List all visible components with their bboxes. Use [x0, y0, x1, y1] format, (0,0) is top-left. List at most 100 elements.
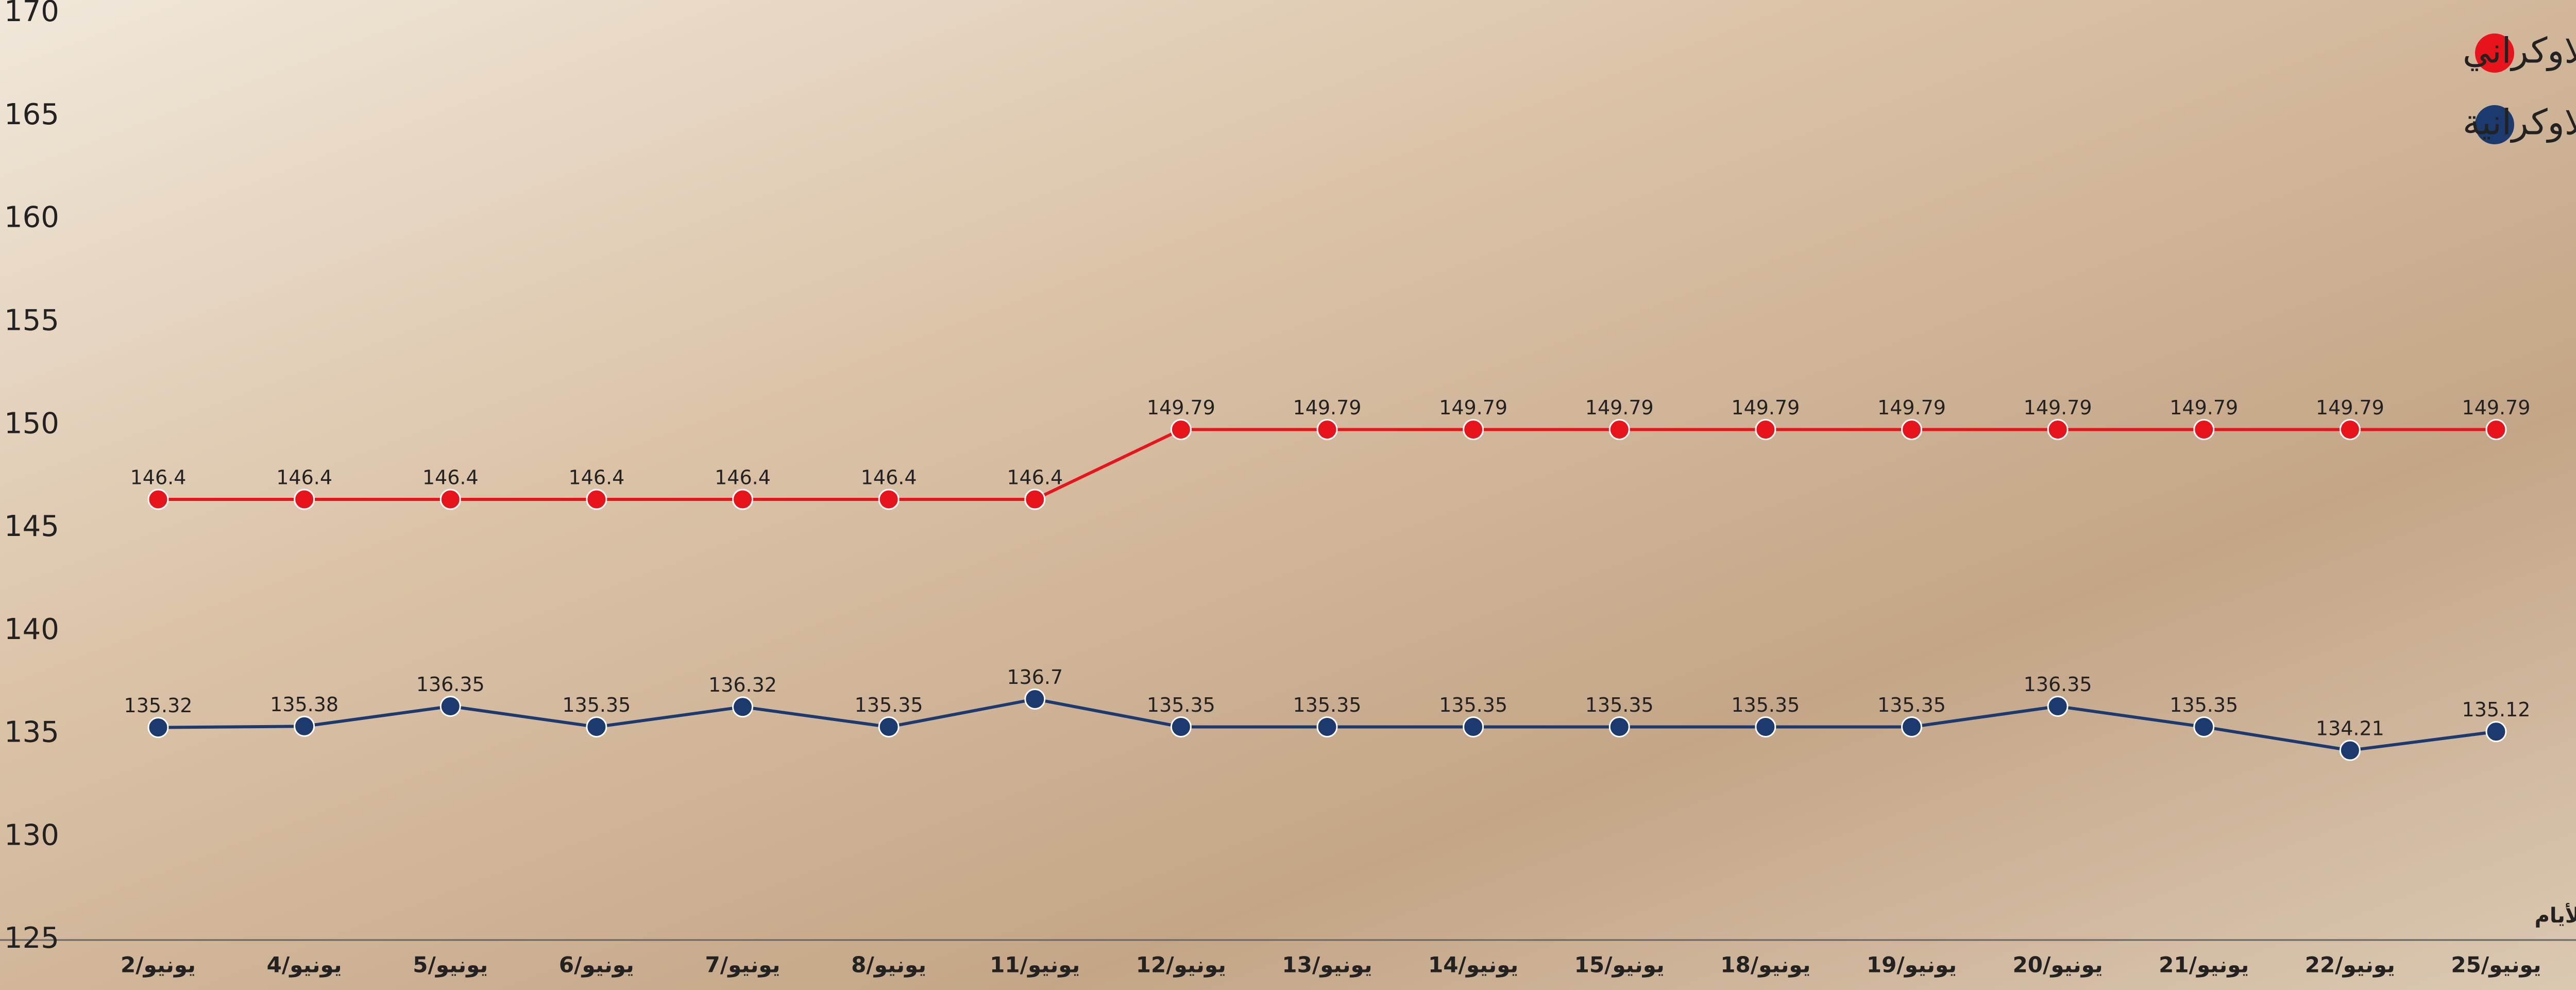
data-label: 135.35	[2170, 694, 2238, 716]
data-label: 136.35	[2024, 673, 2092, 696]
x-tick-label: يونيو/15	[1574, 952, 1665, 978]
data-label: 149.79	[2170, 396, 2238, 419]
data-point	[439, 489, 461, 510]
x-tick-label: يونيو/18	[1720, 952, 1810, 978]
data-point	[2047, 696, 2069, 717]
data-label: 135.35	[1731, 694, 1800, 716]
data-label: 146.4	[276, 466, 332, 489]
x-tick-label: يونيو/2	[121, 952, 196, 978]
x-tick-label: يونيو/20	[2013, 952, 2103, 978]
data-point	[294, 715, 315, 737]
x-tick-label: يونيو/4	[267, 952, 342, 978]
data-label: 135.35	[1293, 694, 1362, 716]
data-point	[1024, 489, 1046, 510]
data-point	[732, 489, 753, 510]
data-point	[878, 489, 900, 510]
data-label: 135.35	[1877, 694, 1946, 716]
data-label: 149.79	[2462, 396, 2531, 419]
data-point	[878, 716, 900, 737]
y-tick-label: 145	[4, 510, 59, 543]
data-point	[1316, 716, 1338, 737]
y-tick-label: 160	[4, 201, 59, 234]
data-point	[1901, 716, 1922, 737]
data-label: 146.4	[715, 466, 771, 489]
data-label: 135.35	[1439, 694, 1507, 716]
data-label: 146.4	[1007, 466, 1063, 489]
data-label: 149.79	[1439, 396, 1507, 419]
x-axis-label: الأيام	[2535, 902, 2576, 928]
data-point	[1316, 419, 1338, 441]
legend-marker	[2475, 33, 2514, 73]
data-label: 146.4	[861, 466, 917, 489]
data-label: 149.79	[2024, 396, 2092, 419]
data-label: 136.32	[708, 674, 777, 696]
data-label: 146.4	[130, 466, 187, 489]
data-label: 135.12	[2462, 698, 2531, 721]
data-point	[1608, 716, 1630, 737]
x-tick-label: يونيو/8	[851, 952, 926, 978]
data-point	[147, 489, 169, 510]
data-point	[1608, 419, 1630, 441]
data-point	[1170, 716, 1192, 737]
data-point	[2485, 419, 2507, 441]
data-label: 149.79	[1585, 396, 1654, 419]
y-tick-label: 135	[4, 716, 59, 749]
x-tick-label: يونيو/25	[2451, 952, 2541, 978]
y-tick-label: 170	[4, 0, 59, 28]
data-point	[732, 696, 753, 718]
data-point	[2047, 419, 2069, 441]
legend-marker	[2475, 105, 2514, 144]
data-point	[586, 716, 607, 737]
data-point	[439, 696, 461, 717]
x-tick-label: يونيو/7	[705, 952, 781, 978]
data-label: 135.35	[855, 694, 923, 716]
x-tick-label: يونيو/5	[413, 952, 488, 978]
data-point	[1463, 419, 1484, 441]
data-label: 149.79	[1147, 396, 1215, 419]
data-point	[1755, 419, 1776, 441]
data-label: 146.4	[422, 466, 479, 489]
data-point	[1755, 716, 1776, 737]
data-point	[147, 717, 169, 739]
data-label: 149.79	[1293, 396, 1362, 419]
x-tick-label: يونيو/22	[2305, 952, 2395, 978]
data-label: 135.35	[1585, 694, 1654, 716]
y-tick-label: 155	[4, 304, 59, 337]
data-point	[1901, 419, 1922, 441]
data-label: 135.35	[1147, 694, 1215, 716]
data-point	[1463, 716, 1484, 737]
y-tick-label: 165	[4, 98, 59, 131]
data-label: 149.79	[1877, 396, 1946, 419]
x-tick-label: يونيو/21	[2159, 952, 2249, 978]
x-tick-label: يونيو/12	[1136, 952, 1226, 978]
data-label: 149.79	[2316, 396, 2384, 419]
data-label: 134.21	[2316, 717, 2384, 740]
data-label: 135.35	[562, 694, 631, 716]
data-point	[1024, 689, 1046, 710]
data-label: 136.35	[416, 673, 485, 696]
data-label: 136.7	[1007, 666, 1063, 689]
data-point	[2193, 716, 2215, 737]
legend-label: القمح الاوكراني	[2463, 31, 2576, 72]
data-label: 135.38	[270, 693, 338, 716]
data-point	[2485, 721, 2507, 743]
x-tick-label: يونيو/14	[1428, 952, 1518, 978]
y-tick-label: 130	[4, 818, 59, 852]
data-point	[2339, 419, 2361, 441]
y-tick-label: 150	[4, 407, 59, 440]
legend-label: الذرة الاوكرانية	[2463, 103, 2576, 143]
data-point	[2339, 740, 2361, 761]
data-label: 149.79	[1731, 396, 1800, 419]
x-tick-label: يونيو/6	[559, 952, 634, 978]
x-tick-label: يونيو/19	[1867, 952, 1957, 978]
x-tick-label: يونيو/13	[1282, 952, 1372, 978]
data-point	[1170, 419, 1192, 441]
data-point	[2193, 419, 2215, 441]
y-tick-label: 140	[4, 613, 59, 646]
x-tick-label: يونيو/11	[990, 952, 1080, 978]
data-point	[586, 489, 607, 510]
